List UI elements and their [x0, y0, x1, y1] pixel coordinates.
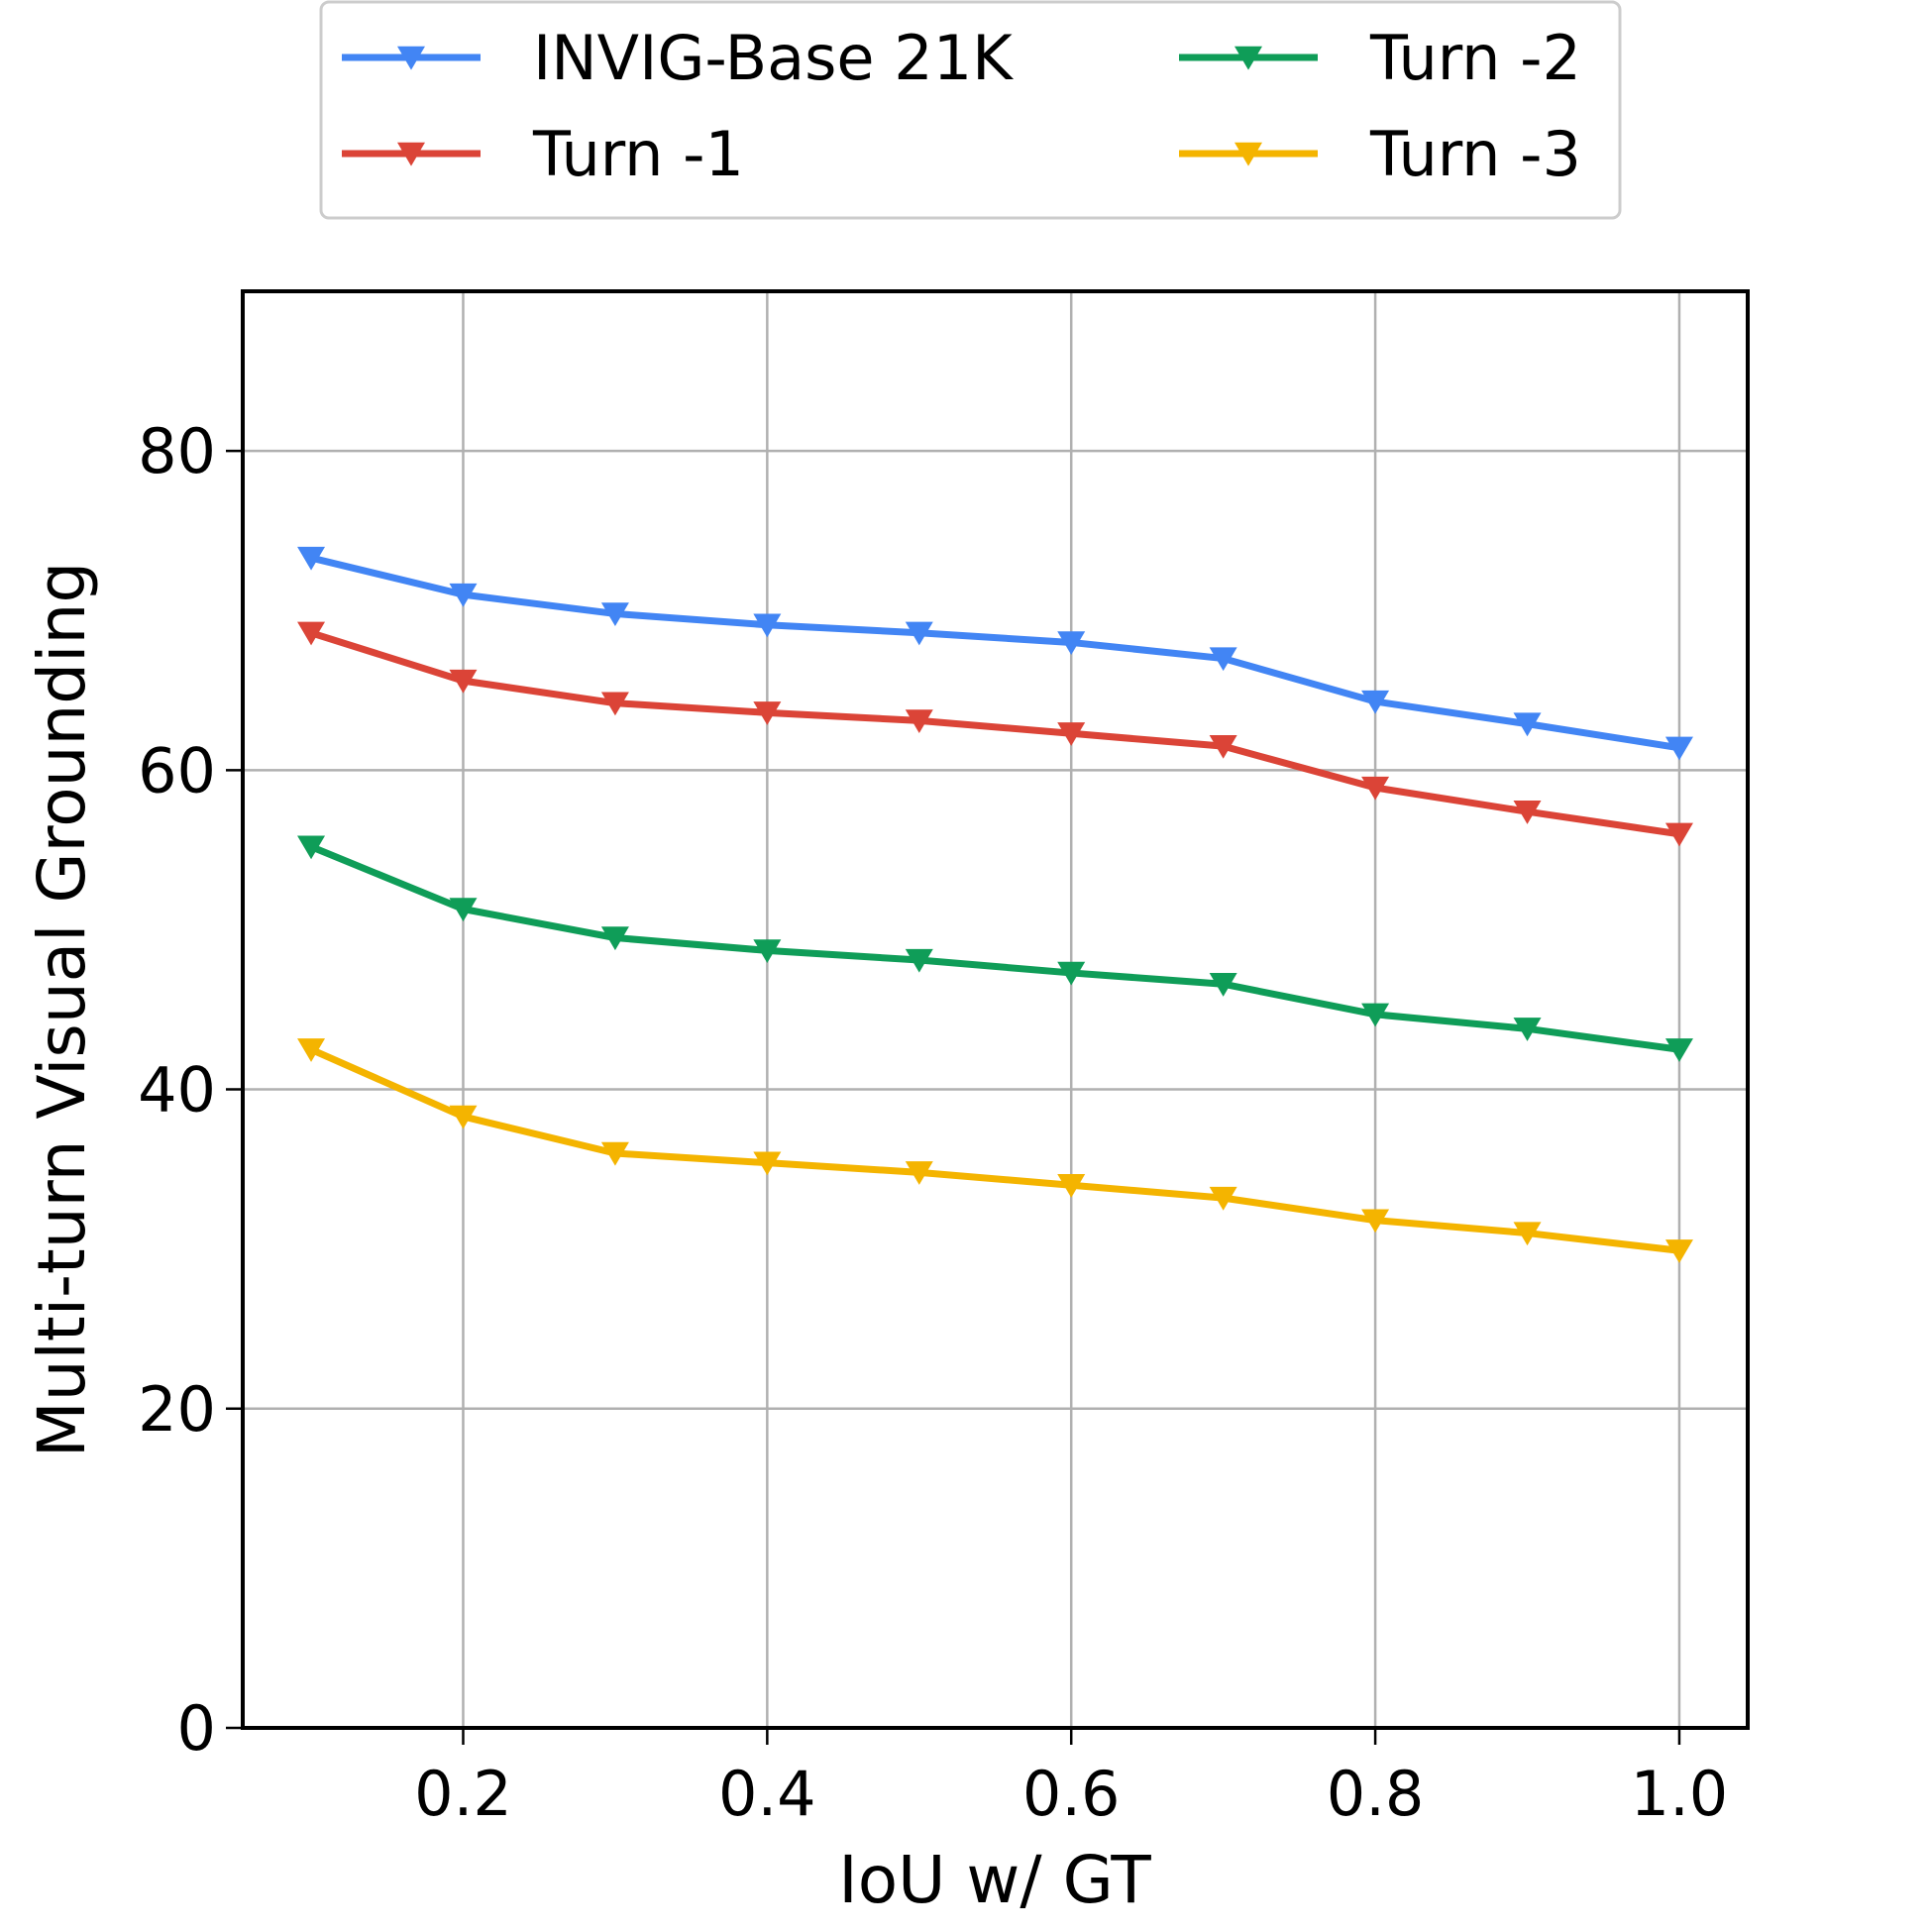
- data-point-marker: [1361, 776, 1390, 801]
- data-point-marker: [905, 621, 933, 646]
- data-point-marker: [1057, 722, 1086, 746]
- data-point-marker: [1664, 822, 1693, 847]
- y-tick-label: 80: [138, 415, 216, 487]
- data-point-marker: [600, 692, 629, 716]
- data-point-marker: [297, 546, 326, 571]
- data-point-marker: [1209, 734, 1237, 759]
- y-tick-label: 60: [138, 734, 216, 806]
- series-line: [309, 1046, 1680, 1254]
- series-group: [297, 546, 1693, 1263]
- data-point-marker: [1209, 1186, 1237, 1211]
- y-tick-label: 0: [177, 1692, 216, 1765]
- data-point-marker: [449, 1105, 478, 1129]
- data-point-marker: [1361, 1209, 1390, 1234]
- data-point-marker: [1664, 1038, 1693, 1062]
- data-point-marker: [1664, 736, 1693, 761]
- data-point-marker: [753, 939, 782, 963]
- data-point-marker: [600, 926, 629, 951]
- data-point-marker: [905, 1161, 933, 1185]
- legend-label: Turn -3: [1369, 118, 1581, 190]
- data-point-marker: [753, 1151, 782, 1176]
- data-point-marker: [297, 1038, 326, 1062]
- legend: INVIG-Base 21K Turn -1 Turn -2 Turn -3: [319, 0, 1622, 220]
- data-point-marker: [449, 898, 478, 922]
- data-point-marker: [1664, 1239, 1693, 1263]
- series-line: [310, 554, 1680, 752]
- data-point-marker: [1057, 631, 1086, 656]
- legend-label: INVIG-Base 21K: [533, 22, 1014, 94]
- y-tick-label: 40: [138, 1054, 216, 1127]
- data-point-marker: [449, 669, 478, 694]
- series-line: [309, 629, 1680, 838]
- data-point-marker: [1361, 690, 1390, 714]
- x-tick-label: 0.8: [1327, 1758, 1425, 1830]
- legend-marker: [1234, 142, 1262, 166]
- data-point-marker: [1057, 1174, 1086, 1198]
- data-point-marker: [1513, 1222, 1542, 1246]
- data-point-marker: [449, 583, 478, 607]
- legend-label: Turn -1: [532, 118, 744, 190]
- data-point-marker: [1513, 801, 1542, 824]
- data-point-marker: [1513, 712, 1542, 737]
- series-line: [309, 843, 1680, 1053]
- x-tick-label: 1.0: [1631, 1758, 1729, 1830]
- x-tick-label: 0.2: [414, 1758, 512, 1830]
- x-axis-label: IoU w/ GT: [838, 1842, 1151, 1918]
- ticks: 0.2 0.4 0.6 0.8 1.0 0 20 40 60 80: [138, 415, 1728, 1830]
- data-point-marker: [1209, 647, 1237, 672]
- x-tick-label: 0.6: [1022, 1758, 1121, 1830]
- y-axis-label: Multi-turn Visual Grounding: [24, 562, 100, 1457]
- data-point-marker: [753, 613, 782, 638]
- data-point-marker: [1361, 1003, 1390, 1027]
- grid: [243, 291, 1748, 1730]
- legend-marker: [397, 46, 425, 70]
- data-point-marker: [905, 948, 933, 973]
- legend-label: Turn -2: [1369, 22, 1581, 94]
- data-point-marker: [1209, 973, 1237, 997]
- data-point-marker: [600, 602, 629, 627]
- data-point-marker: [1513, 1018, 1542, 1041]
- plot-frame: [241, 289, 1750, 1730]
- y-tick-label: 20: [138, 1373, 216, 1446]
- legend-marker: [397, 142, 425, 166]
- legend-marker: [1234, 46, 1262, 70]
- data-point-marker: [297, 621, 326, 646]
- data-point-marker: [297, 835, 326, 860]
- data-point-marker: [600, 1141, 629, 1166]
- x-tick-label: 0.4: [718, 1758, 816, 1830]
- data-point-marker: [905, 709, 933, 733]
- data-point-marker: [1057, 961, 1086, 986]
- data-point-marker: [753, 701, 782, 725]
